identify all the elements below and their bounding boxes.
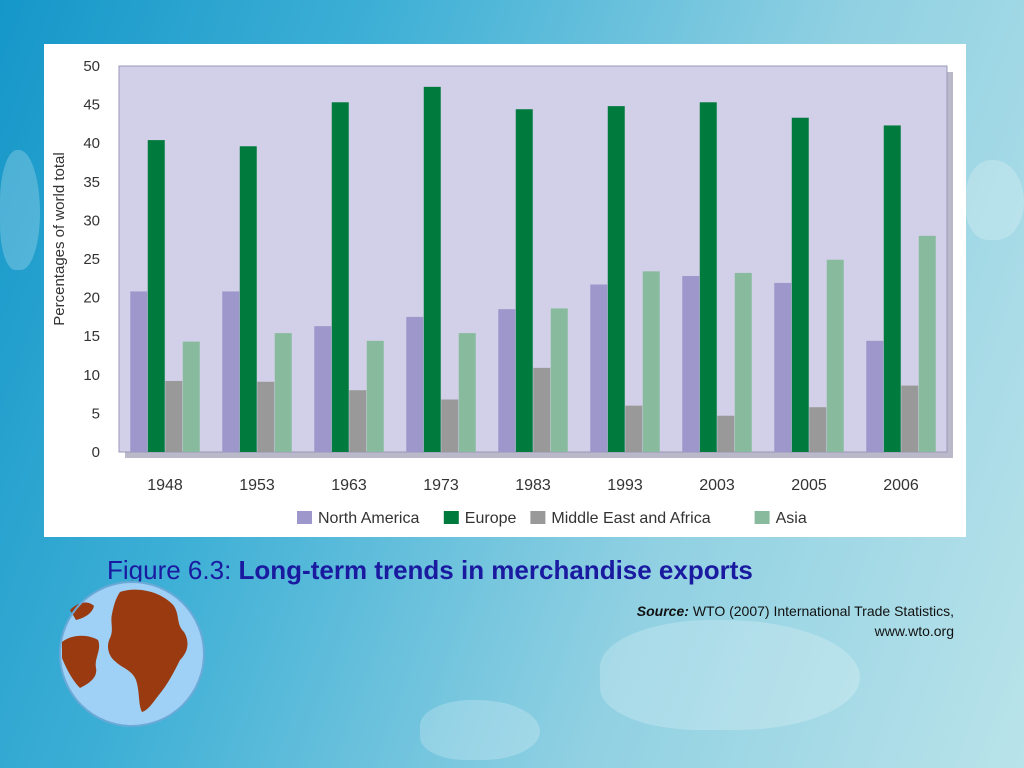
figure-caption: Figure 6.3: Long-term trends in merchand…: [107, 555, 753, 586]
y-tick-label: 45: [83, 97, 100, 114]
bar-north-america-1973: [406, 316, 424, 452]
y-tick-label: 35: [83, 174, 100, 191]
bar-middle-east-and-africa-1993: [625, 405, 643, 452]
bar-asia-1953: [274, 333, 292, 452]
bar-europe-1993: [607, 106, 625, 453]
bar-middle-east-and-africa-1948: [165, 380, 183, 452]
source-url: www.wto.org: [874, 623, 954, 639]
figure-number: Figure 6.3:: [107, 555, 232, 585]
x-tick-label: 2003: [699, 477, 735, 494]
plot-area: [118, 65, 948, 453]
x-tick-label: 1973: [423, 477, 459, 494]
x-tick-label: 1963: [331, 477, 367, 494]
chart-panel: 0 5 10 15 20 25 30 35 40 45 50 1948 1953 1963 1973 198…: [44, 44, 966, 537]
y-tick-label: 15: [83, 328, 100, 345]
bar-north-america-2006: [866, 340, 884, 452]
bar-north-america-1963: [314, 326, 332, 452]
bar-asia-1993: [642, 271, 660, 452]
source-note: Source: WTO (2007) International Trade S…: [494, 601, 954, 641]
y-tick-label: 20: [83, 290, 100, 307]
x-tick-label: 2005: [791, 477, 827, 494]
bar-middle-east-and-africa-1953: [257, 381, 275, 452]
bar-europe-1953: [239, 146, 257, 452]
legend-swatch: [443, 511, 459, 524]
bar-north-america-2005: [774, 282, 792, 452]
bar-europe-1973: [423, 86, 441, 453]
background-map-shape: [0, 150, 40, 270]
bar-asia-2006: [918, 235, 936, 452]
legend-label: Europe: [465, 510, 517, 527]
source-label: Source:: [636, 603, 689, 619]
x-tick-label: 1948: [147, 477, 183, 494]
y-tick-label: 10: [83, 367, 100, 384]
legend-swatch: [297, 511, 312, 524]
legend-swatch: [530, 511, 546, 524]
y-tick-label: 50: [83, 58, 100, 75]
y-tick-label: 40: [83, 135, 100, 152]
bar-europe-2005: [791, 117, 809, 452]
bar-europe-2006: [883, 125, 901, 452]
legend: North America Europe Middle East and Afric…: [297, 510, 807, 527]
bar-europe-1948: [147, 140, 165, 452]
bar-europe-2003: [699, 102, 717, 452]
bar-asia-1963: [366, 340, 384, 452]
background-map-shape: [420, 700, 540, 760]
bar-asia-2005: [826, 259, 844, 452]
bar-asia-1973: [458, 333, 476, 452]
bar-north-america-1983: [498, 309, 516, 452]
x-tick-label: 2006: [883, 477, 919, 494]
y-axis-label: Percentages of world total: [51, 152, 68, 325]
legend-swatch: [754, 511, 770, 524]
bar-middle-east-and-africa-2003: [717, 415, 735, 452]
bar-middle-east-and-africa-1963: [349, 390, 367, 452]
source-text: WTO (2007) International Trade Statistic…: [692, 603, 954, 619]
bar-north-america-1993: [590, 284, 608, 452]
y-tick-label: 25: [83, 251, 100, 268]
bar-middle-east-and-africa-1973: [441, 399, 459, 452]
x-tick-label: 1953: [239, 477, 275, 494]
bar-asia-1983: [550, 308, 568, 452]
bar-middle-east-and-africa-1983: [533, 367, 551, 452]
legend-label: Asia: [776, 510, 807, 527]
bar-north-america-2003: [682, 275, 700, 452]
bar-north-america-1953: [222, 291, 240, 452]
x-tick-label: 1983: [515, 477, 551, 494]
bar-europe-1963: [331, 102, 349, 452]
legend-label: North America: [318, 510, 419, 527]
globe-icon: [59, 581, 205, 727]
x-tick-label: 1993: [607, 477, 643, 494]
bar-europe-1983: [515, 109, 533, 453]
bar-chart: 0 5 10 15 20 25 30 35 40 45 50 1948 1953 1963 1973 198…: [51, 58, 953, 527]
figure-title: Long-term trends in merchandise exports: [238, 555, 753, 585]
y-tick-label: 30: [83, 212, 100, 229]
bar-asia-1948: [182, 341, 200, 452]
y-tick-label: 0: [92, 444, 100, 461]
y-tick-label: 5: [92, 405, 100, 422]
background-map-shape: [966, 160, 1024, 240]
bar-middle-east-and-africa-2005: [809, 407, 827, 452]
bar-asia-2003: [734, 272, 752, 452]
background-map-shape: [600, 620, 860, 730]
legend-label: Middle East and Africa: [551, 510, 710, 527]
bar-middle-east-and-africa-2006: [901, 385, 919, 452]
bar-north-america-1948: [130, 291, 148, 452]
